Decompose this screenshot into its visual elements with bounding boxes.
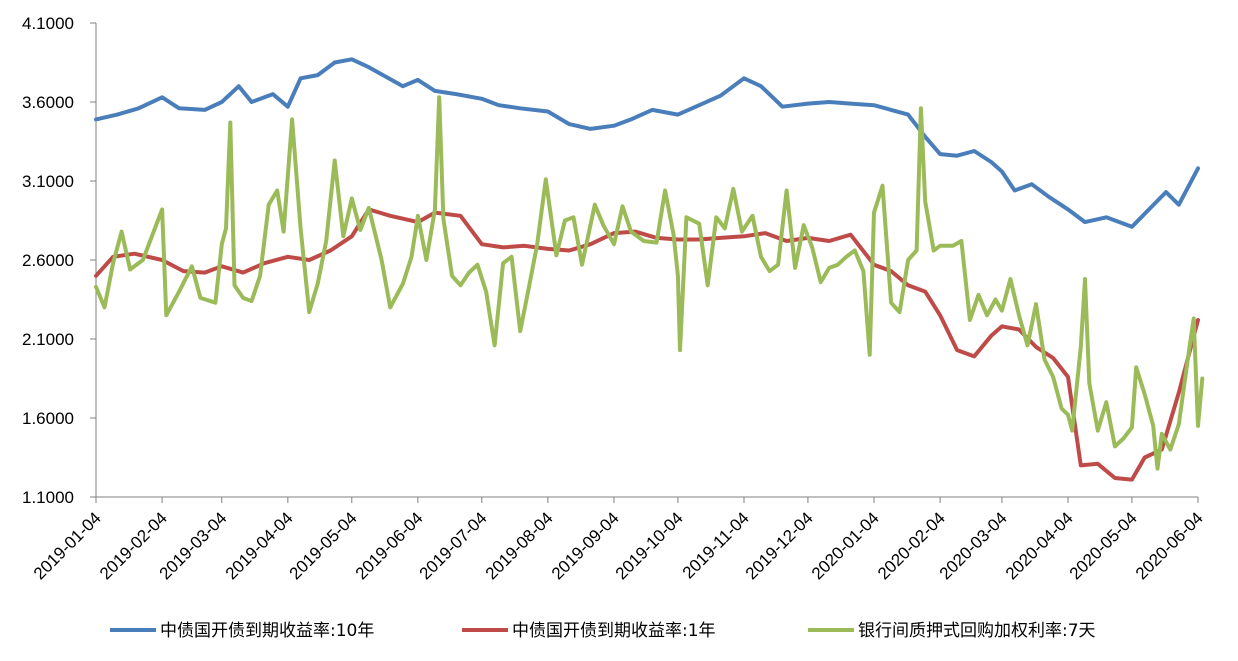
series-line-1: [94, 57, 1200, 229]
series-layer: [94, 57, 1205, 482]
y-axis: 1.1000 1.6000 2.1000 2.6000 3.1000 3.6000 4.10…: [22, 14, 97, 507]
legend-label-1: 中债国开债到期收益率:10年: [160, 621, 374, 641]
x-tick-label: 2019-07-04: [416, 508, 491, 583]
y-tick-label: 1.6000: [22, 409, 74, 428]
x-tick-label: 2020-06-04: [1132, 508, 1207, 583]
y-tick-label: 2.6000: [22, 251, 74, 270]
y-tick-label: 3.1000: [22, 172, 74, 191]
x-tick-label: 2019-04-04: [222, 508, 297, 583]
x-tick-label: 2019-06-04: [352, 508, 427, 583]
y-tick-label: 4.1000: [22, 14, 74, 33]
x-tick-label: 2019-09-04: [548, 508, 623, 583]
x-tick-label: 2019-10-04: [612, 508, 687, 583]
x-tick-label: 2019-01-04: [30, 508, 105, 583]
x-tick-label: 2019-08-04: [482, 508, 557, 583]
x-tick-label: 2019-05-04: [286, 508, 361, 583]
legend: 中债国开债到期收益率:10年 中债国开债到期收益率:1年 银行间质押式回购加权利率:…: [110, 621, 1096, 641]
x-tick-label: 2020-05-04: [1066, 508, 1141, 583]
x-tick-label: 2019-12-04: [742, 508, 817, 583]
legend-label-2: 中债国开债到期收益率:1年: [512, 621, 716, 641]
x-tick-label: 2020-01-04: [808, 508, 883, 583]
y-tick-label: 3.6000: [22, 93, 74, 112]
x-tick-label: 2020-04-04: [1002, 508, 1077, 583]
legend-label-3: 银行间质押式回购加权利率:7天: [858, 621, 1096, 641]
series-line-2: [94, 207, 1200, 482]
x-tick-label: 2019-11-04: [679, 508, 753, 582]
x-tick-label: 2020-03-04: [936, 508, 1011, 583]
x-axis: 2019-01-042019-02-042019-03-042019-04-04…: [30, 496, 1207, 583]
y-tick-label: 2.1000: [22, 330, 74, 349]
series-line-3: [94, 95, 1205, 471]
y-tick-label: 1.1000: [22, 488, 74, 507]
